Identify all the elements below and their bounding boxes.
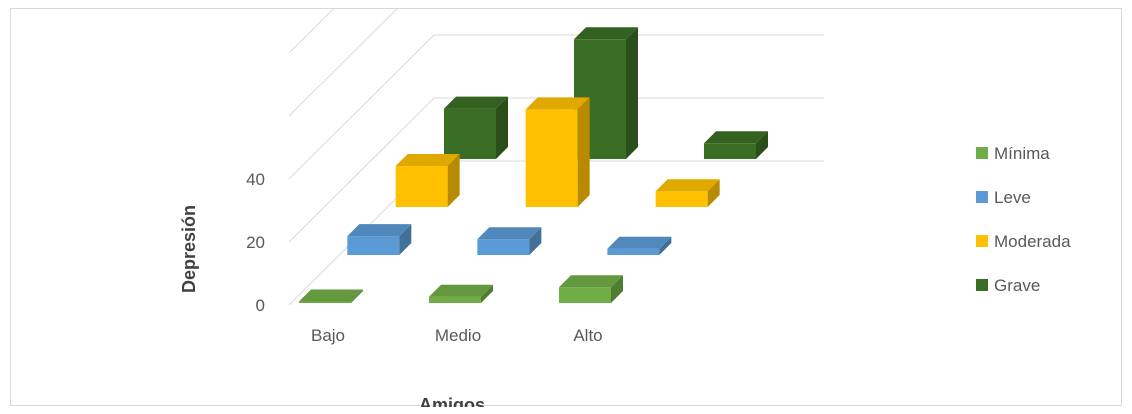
x-tick-label: Alto [573,326,602,345]
x-tick-label: Medio [435,326,481,345]
bar [559,275,623,303]
legend-swatch [976,279,988,291]
y-axis-title: Depresión [179,205,199,293]
y-tick-label: 0 [256,296,265,315]
bar [444,96,508,159]
y-tick-label: 40 [246,170,265,189]
legend-item: Grave [976,276,1040,295]
bar [525,97,590,207]
legend-swatch [976,147,988,159]
bar [395,154,460,207]
legend-label: Moderada [994,232,1071,251]
legend-label: Leve [994,188,1031,207]
legend-swatch [976,235,988,247]
bar [347,224,412,255]
gridline [288,34,824,180]
gridline [288,97,824,243]
gridline [288,9,335,54]
bar [429,284,493,303]
legend-item: Moderada [976,232,1071,251]
legend-item: Leve [976,188,1031,207]
chart-area: 0 20 40 Bajo Medio Alto Depresión Amigos Mín… [10,8,1122,407]
legend-item: Mínima [976,144,1050,163]
gridline [288,9,398,117]
x-tick-labels: Bajo Medio Alto [311,326,603,345]
legend: Mínima Leve Moderada Grave [976,144,1071,295]
y-tick-labels: 0 20 40 [246,170,265,315]
y-tick-label: 20 [246,233,265,252]
x-axis-title: Amigos [419,395,485,407]
legend-label: Grave [994,276,1040,295]
bar [477,227,542,255]
x-tick-label: Bajo [311,326,345,345]
bar [704,131,768,159]
bars [299,27,768,303]
bar [299,289,363,303]
bar [655,179,720,207]
legend-swatch [976,191,988,203]
bar [607,236,672,255]
legend-label: Mínima [994,144,1050,163]
chart-canvas: 0 20 40 Bajo Medio Alto Depresión Amigos Mín… [179,9,1071,407]
